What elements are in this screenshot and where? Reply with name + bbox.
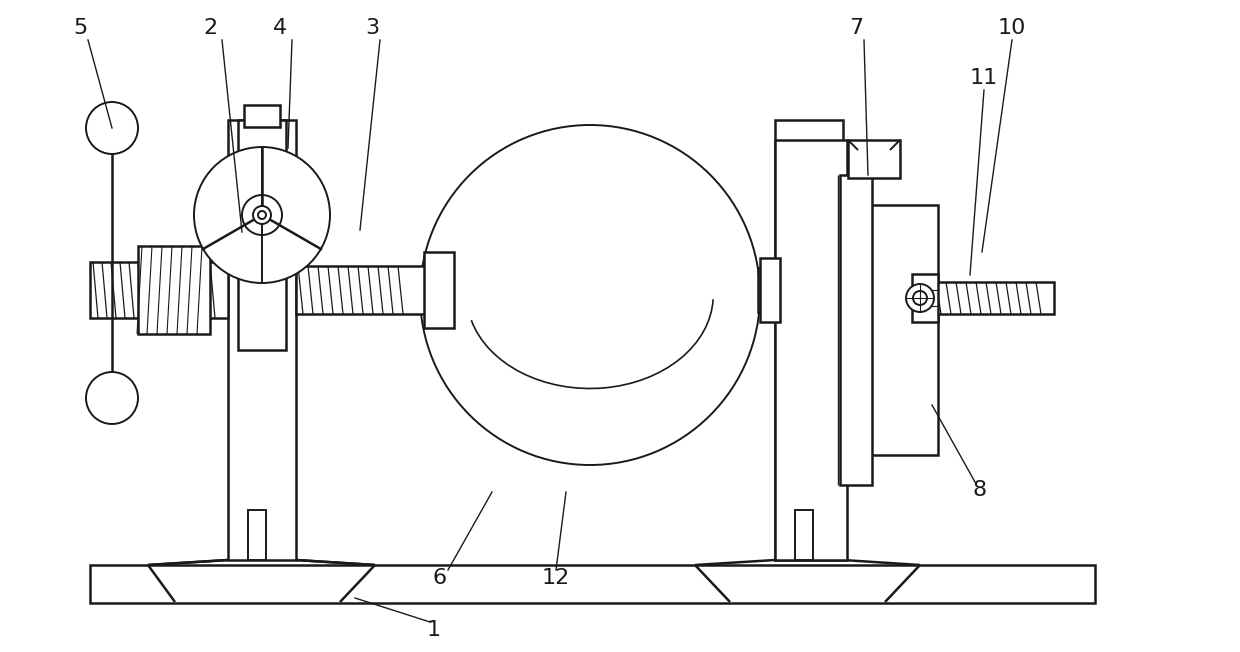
Bar: [775, 120, 843, 560]
Circle shape: [242, 195, 281, 235]
Bar: [934, 282, 1054, 314]
Circle shape: [193, 147, 330, 283]
Circle shape: [253, 206, 272, 224]
Circle shape: [258, 211, 267, 219]
Text: 10: 10: [998, 18, 1027, 38]
Bar: [775, 140, 847, 560]
Bar: [248, 510, 267, 560]
Bar: [91, 565, 1095, 603]
Bar: [758, 268, 777, 312]
Bar: [795, 510, 813, 560]
Text: 12: 12: [542, 568, 570, 588]
Bar: [138, 246, 210, 334]
Bar: [228, 120, 296, 560]
Circle shape: [913, 291, 928, 305]
Circle shape: [86, 372, 138, 424]
Bar: [91, 262, 228, 318]
Text: 1: 1: [427, 620, 441, 640]
Bar: [424, 252, 454, 328]
Circle shape: [420, 125, 760, 465]
Bar: [848, 140, 900, 178]
Bar: [244, 105, 280, 127]
Text: 4: 4: [273, 18, 288, 38]
Text: 7: 7: [849, 18, 863, 38]
Bar: [911, 274, 937, 322]
Bar: [760, 258, 780, 322]
Text: 11: 11: [970, 68, 998, 88]
Text: 3: 3: [365, 18, 379, 38]
Bar: [296, 266, 427, 314]
Text: 6: 6: [433, 568, 448, 588]
Circle shape: [86, 102, 138, 154]
Bar: [774, 268, 780, 312]
Bar: [238, 120, 286, 350]
Text: 8: 8: [973, 480, 987, 500]
Text: 5: 5: [73, 18, 87, 38]
Circle shape: [906, 284, 934, 312]
Bar: [839, 175, 872, 485]
Bar: [868, 205, 937, 455]
Text: 2: 2: [203, 18, 217, 38]
